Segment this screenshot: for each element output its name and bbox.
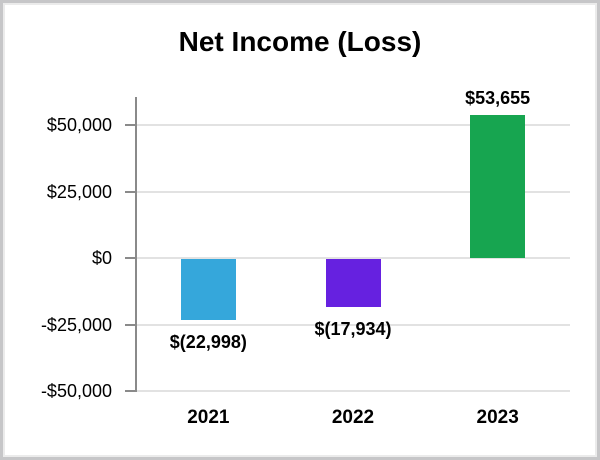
y-tick-label: $50,000 — [46, 115, 112, 135]
bar-2023 — [470, 115, 526, 258]
bar-2021 — [180, 259, 236, 321]
gridline — [136, 390, 570, 392]
bar-data-label: $(22,998) — [169, 332, 247, 353]
y-axis-tick — [125, 257, 136, 259]
x-category-label: 2023 — [476, 407, 519, 428]
y-axis-tick — [125, 190, 136, 193]
chart-title: Net Income (Loss) — [178, 26, 422, 57]
y-axis-line — [135, 97, 137, 392]
gridline — [136, 323, 570, 326]
bar-data-label: $(17,934) — [314, 318, 392, 339]
y-axis-tick — [125, 124, 136, 126]
gridline — [136, 190, 570, 193]
x-category-label: 2021 — [187, 407, 230, 428]
gridline — [136, 257, 570, 259]
gridline — [136, 124, 570, 126]
bar-2022 — [325, 259, 381, 307]
y-tick-label: $25,000 — [46, 181, 112, 202]
bar-data-label: $53,655 — [465, 88, 531, 109]
y-axis-tick — [125, 323, 136, 326]
x-category-label: 2022 — [331, 407, 375, 428]
y-axis-tick — [125, 390, 136, 392]
y-tick-label: -$50,000 — [40, 381, 112, 401]
y-tick-label: $0 — [91, 248, 112, 268]
y-tick-label: -$25,000 — [40, 314, 112, 335]
